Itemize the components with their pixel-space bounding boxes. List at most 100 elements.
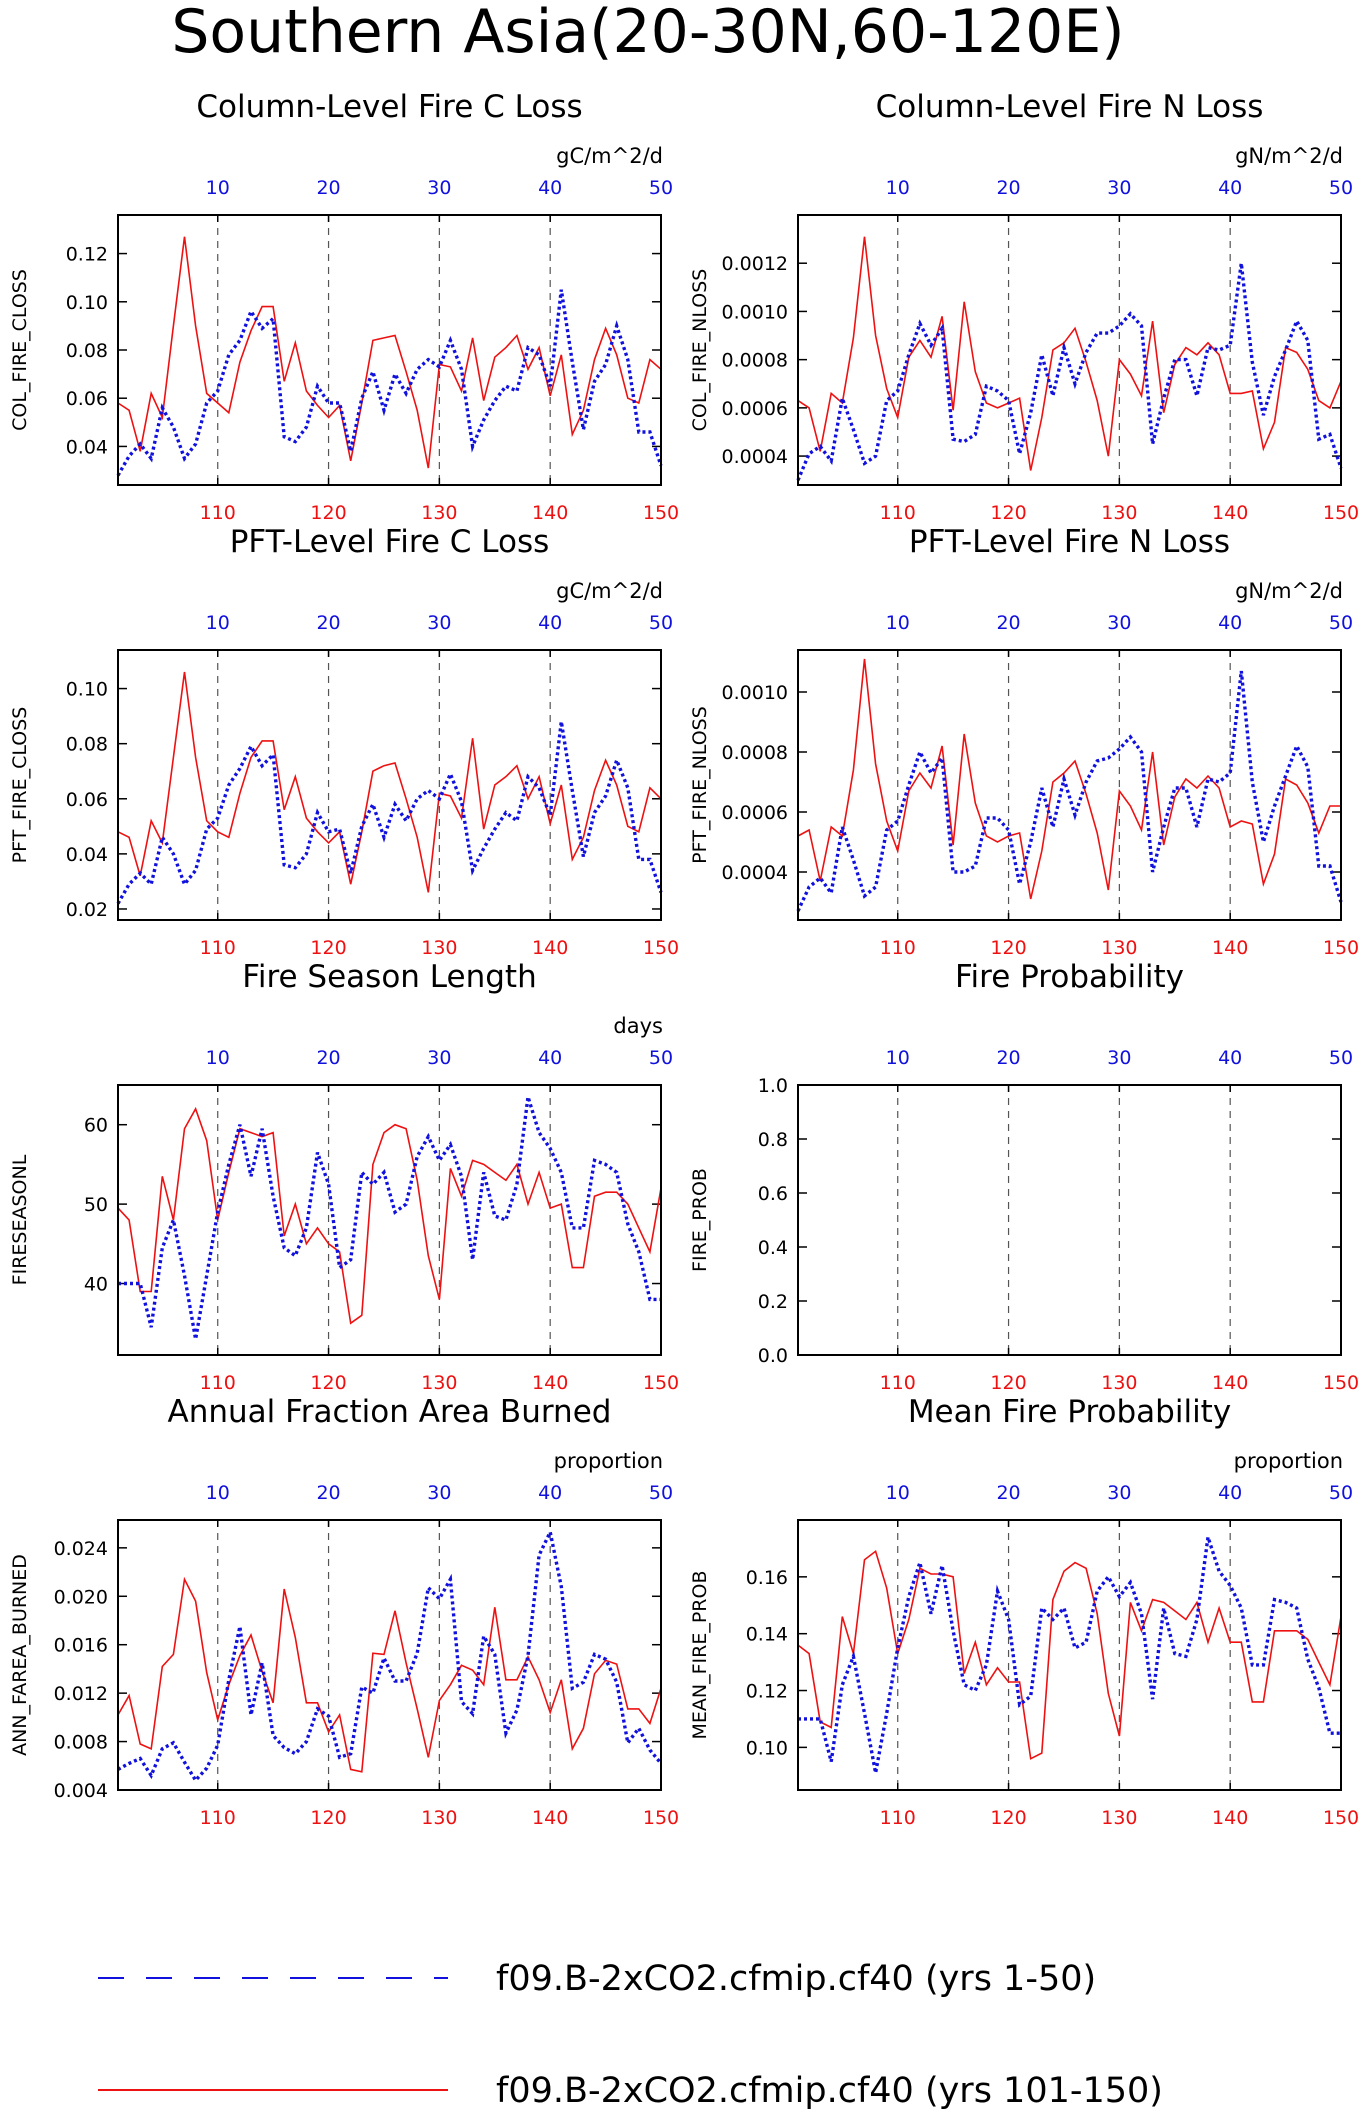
chart-panel: Fire Probability 10 20 30 40 50 110 120 130 140 15…	[689, 959, 1359, 1394]
x-bottom-tick-label: 110	[880, 937, 916, 959]
panel-title: Column-Level Fire N Loss	[876, 89, 1264, 125]
y-tick-label: 0.004	[54, 1780, 108, 1802]
series-line-yrs-1-50	[116, 721, 663, 905]
y-tick-label: 0.020	[54, 1586, 108, 1608]
x-bottom-tick-label: 110	[880, 1372, 916, 1394]
y-axis-label: PFT_FIRE_NLOSS	[689, 706, 711, 864]
plot-frame	[797, 649, 1342, 921]
y-tick-label: 0.06	[66, 388, 108, 410]
x-bottom-tick-label: 120	[990, 1372, 1026, 1394]
x-bottom-tick-label: 150	[1323, 937, 1359, 959]
x-bottom-tick-label: 150	[1323, 1807, 1359, 1829]
x-bottom-tick-label: 120	[310, 502, 346, 524]
x-bottom-tick-label: 130	[421, 1807, 457, 1829]
y-tick-label: 0.024	[54, 1538, 108, 1560]
x-top-tick-label: 40	[538, 1482, 562, 1504]
x-top-tick-label: 50	[1329, 1047, 1353, 1069]
y-tick-label: 0.0008	[722, 742, 788, 764]
x-top-tick-label: 10	[206, 1482, 230, 1504]
y-tick-label: 0.0	[758, 1345, 788, 1367]
y-tick-label: 0.16	[746, 1567, 788, 1589]
x-top-tick-label: 40	[1218, 177, 1242, 199]
x-top-tick-label: 20	[316, 612, 340, 634]
x-top-tick-label: 40	[538, 612, 562, 634]
x-top-tick-label: 40	[1218, 612, 1242, 634]
x-top-tick-label: 20	[996, 177, 1020, 199]
y-tick-label: 0.04	[66, 436, 108, 458]
x-bottom-tick-label: 140	[1212, 1807, 1248, 1829]
y-axis-label: ANN_FAREA_BURNED	[9, 1554, 31, 1756]
series-line-yrs-1-50	[796, 262, 1343, 481]
panel-title: Annual Fraction Area Burned	[168, 1394, 612, 1430]
x-bottom-tick-label: 110	[200, 1372, 236, 1394]
x-bottom-tick-label: 150	[643, 1807, 679, 1829]
x-top-tick-label: 50	[649, 612, 673, 634]
x-top-tick-label: 30	[427, 1047, 451, 1069]
y-tick-label: 0.0004	[722, 446, 788, 468]
legend-label: f09.B-2xCO2.cfmip.cf40 (yrs 1-50)	[496, 1959, 1096, 1999]
chart-panel: Column-Level Fire C Loss gC/m^2/d 10 20 30 40…	[9, 89, 679, 524]
x-bottom-tick-label: 140	[532, 937, 568, 959]
y-axis-label: FIRESEASONL	[9, 1154, 31, 1285]
x-bottom-tick-label: 120	[310, 1372, 346, 1394]
y-tick-label: 1.0	[758, 1075, 788, 1097]
x-top-tick-label: 50	[1329, 612, 1353, 634]
x-bottom-tick-label: 130	[421, 1372, 457, 1394]
x-top-tick-label: 50	[649, 1047, 673, 1069]
x-top-tick-label: 30	[427, 177, 451, 199]
series-line-yrs-1-50	[798, 1536, 1341, 1774]
plot-frame	[797, 214, 1342, 486]
units-label: gN/m^2/d	[1235, 144, 1343, 168]
y-tick-label: 0.0006	[722, 802, 788, 824]
y-tick-label: 0.0010	[722, 682, 788, 704]
x-top-tick-label: 40	[1218, 1047, 1242, 1069]
y-tick-label: 0.0004	[722, 862, 788, 884]
x-top-tick-label: 10	[886, 1047, 910, 1069]
x-bottom-tick-label: 120	[990, 502, 1026, 524]
x-bottom-tick-label: 140	[532, 1372, 568, 1394]
units-label: gC/m^2/d	[556, 579, 663, 603]
series-line-yrs-101-150	[797, 658, 1341, 900]
y-tick-label: 0.6	[758, 1183, 788, 1205]
x-bottom-tick-label: 110	[880, 1807, 916, 1829]
y-tick-label: 0.10	[66, 679, 108, 701]
x-top-tick-label: 20	[996, 612, 1020, 634]
x-top-tick-label: 40	[538, 1047, 562, 1069]
x-bottom-tick-label: 120	[990, 1807, 1026, 1829]
panel-title: Mean Fire Probability	[908, 1394, 1231, 1430]
x-top-tick-label: 30	[1107, 1482, 1131, 1504]
x-top-tick-label: 30	[427, 612, 451, 634]
series-line-yrs-1-50	[796, 670, 1343, 912]
plot-frame	[117, 1084, 662, 1356]
series-line-yrs-1-50	[116, 289, 663, 477]
y-tick-label: 0.14	[746, 1624, 788, 1646]
x-bottom-tick-label: 140	[532, 502, 568, 524]
y-tick-label: 0.02	[66, 899, 108, 921]
y-tick-label: 0.06	[66, 789, 108, 811]
chart-panel: Fire Season Length days 10 20 30 40 50 110 120 13…	[9, 959, 679, 1394]
units-label: gC/m^2/d	[556, 144, 663, 168]
x-top-tick-label: 10	[886, 177, 910, 199]
units-label: gN/m^2/d	[1235, 579, 1343, 603]
x-bottom-tick-label: 130	[1101, 1372, 1137, 1394]
x-top-tick-label: 50	[649, 177, 673, 199]
x-bottom-tick-label: 120	[310, 937, 346, 959]
series-line-yrs-101-150	[117, 1576, 662, 1773]
y-tick-label: 0.12	[746, 1681, 788, 1703]
figure-title: Southern Asia(20-30N,60-120E)	[171, 0, 1124, 67]
y-tick-label: 0.10	[66, 292, 108, 314]
x-bottom-tick-label: 110	[880, 502, 916, 524]
y-axis-label: COL_FIRE_CLOSS	[9, 269, 31, 431]
x-bottom-tick-label: 130	[1101, 1807, 1137, 1829]
series-line-yrs-101-150	[117, 1106, 662, 1325]
y-tick-label: 0.8	[758, 1129, 788, 1151]
panel-title: Fire Season Length	[242, 959, 536, 995]
x-top-tick-label: 20	[316, 1482, 340, 1504]
series-line-yrs-101-150	[117, 671, 662, 893]
series-line-yrs-101-150	[117, 236, 662, 469]
y-axis-label: MEAN_FIRE_PROB	[689, 1571, 711, 1740]
x-bottom-tick-label: 150	[1323, 1372, 1359, 1394]
